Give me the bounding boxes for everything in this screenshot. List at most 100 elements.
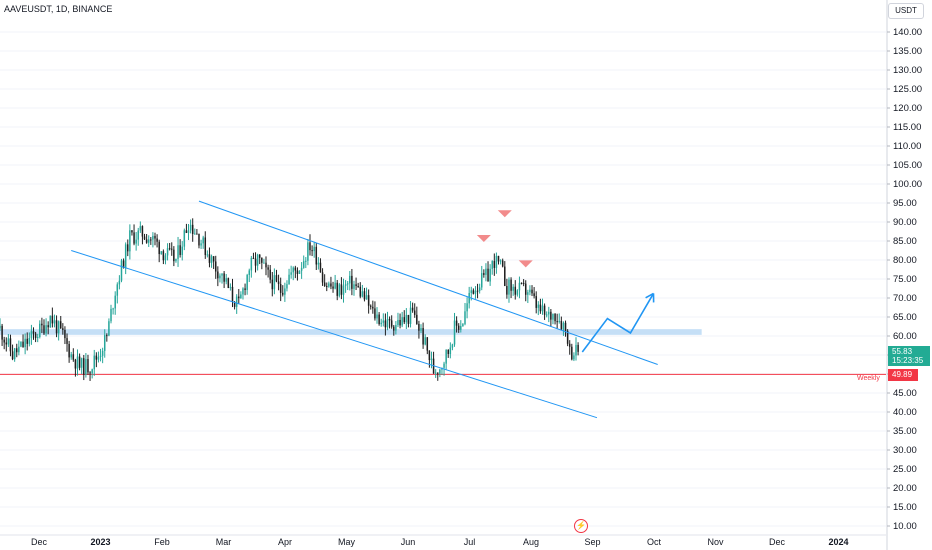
candle-body [214, 261, 217, 272]
y-tick-label: 30.00 [893, 445, 917, 456]
candle-body [41, 323, 43, 326]
candle-body [550, 311, 552, 320]
x-tick-label: 2024 [828, 537, 848, 547]
candle-body [466, 303, 468, 312]
candle-body [219, 275, 221, 279]
price-axis[interactable]: 140.00 135.00 130.00 125.00 120.00 115.00 110.… [886, 0, 922, 550]
candle-body [390, 320, 393, 327]
candle-body [363, 291, 366, 300]
candle-body [229, 286, 232, 288]
candle-body [315, 246, 318, 265]
time-axis[interactable]: Dec 2023 Feb Mar Apr May Jun Jul Aug Sep Oct Nov Dec… [0, 534, 886, 547]
candle-body [101, 350, 104, 356]
candle-body [504, 266, 506, 287]
candle-body [118, 280, 121, 285]
candle-body [495, 255, 498, 268]
x-tick-label: Jun [401, 537, 416, 547]
candle-body [191, 224, 194, 234]
candle-body [22, 341, 24, 348]
x-tick-label: Nov [707, 537, 724, 547]
candle-body [124, 244, 127, 268]
candle-body [575, 344, 577, 356]
projection-arrow [581, 292, 655, 353]
candle-body [158, 241, 160, 255]
candle-body [147, 239, 150, 243]
candle-body [183, 230, 186, 247]
candle-body [413, 310, 416, 315]
candle-body [137, 230, 139, 240]
y-tick-label: 35.00 [893, 426, 917, 437]
symbol-title: AAVEUSDT, 1D, BINANCE [4, 4, 113, 14]
channel-upper-line [198, 200, 658, 365]
x-tick-label: Dec [769, 537, 786, 547]
candle-body [246, 274, 248, 290]
candle-body [87, 359, 89, 373]
candle-body [558, 320, 561, 322]
x-tick-label: Jul [464, 537, 476, 547]
candle-body [545, 314, 548, 316]
candle-body [476, 290, 479, 292]
candle-body [382, 320, 385, 323]
candle-body [317, 262, 320, 265]
candle-body [108, 321, 110, 336]
candle-body [279, 284, 282, 293]
candle-body [393, 326, 395, 331]
candle-body [430, 358, 433, 361]
candle-body [76, 356, 79, 369]
candle-body [177, 245, 179, 259]
candle-body [493, 261, 496, 268]
candle-body [449, 347, 452, 354]
candle-body [372, 306, 374, 309]
candle-body [399, 319, 401, 326]
candle-body [103, 335, 106, 351]
candle-body [112, 308, 114, 310]
projection-path [581, 293, 655, 353]
candlestick-series [0, 218, 579, 381]
candle-body [562, 322, 565, 330]
level-tag-label: Weekly [857, 375, 880, 382]
last-price-value: 55.83 [892, 347, 913, 356]
candle-body [83, 358, 85, 375]
candle-body [462, 324, 464, 327]
candle-body [543, 305, 546, 315]
candle-body [552, 313, 554, 320]
candle-body [231, 286, 234, 303]
candle-body [522, 282, 525, 284]
candle-body [55, 320, 58, 334]
candle-body [72, 354, 75, 360]
candle-body [568, 343, 571, 347]
lightning-icon[interactable]: ⚡ [574, 519, 588, 533]
candle-body [114, 295, 116, 309]
candle-body [378, 314, 380, 325]
candle-body [187, 230, 190, 233]
candle-body [93, 355, 96, 370]
descending-channel [71, 200, 658, 419]
candle-body [336, 282, 338, 296]
candle-body [407, 314, 410, 324]
support-zone-rect [0, 329, 702, 335]
candle-body [571, 346, 573, 360]
y-tick-label: 15.00 [893, 502, 917, 513]
y-tick-label: 105.00 [893, 160, 922, 171]
currency-button[interactable]: USDT [888, 3, 924, 19]
candle-body [127, 244, 129, 252]
candle-body [518, 282, 521, 291]
y-tick-label: 40.00 [893, 407, 917, 418]
candle-body [9, 338, 12, 352]
candle-body [131, 230, 133, 233]
candle-body [275, 275, 278, 282]
projection-arrowhead [645, 292, 654, 299]
candle-body [468, 292, 470, 304]
candle-body [273, 275, 276, 290]
candle-body [143, 236, 146, 240]
candle-body [39, 323, 41, 337]
candle-body [359, 286, 362, 297]
candle-body [194, 233, 196, 235]
candle-body [325, 286, 328, 288]
candle-body [577, 344, 579, 352]
candle-body [156, 238, 158, 242]
candle-body [164, 255, 167, 261]
candle-body [510, 279, 512, 291]
y-tick-label: 110.00 [893, 141, 921, 152]
